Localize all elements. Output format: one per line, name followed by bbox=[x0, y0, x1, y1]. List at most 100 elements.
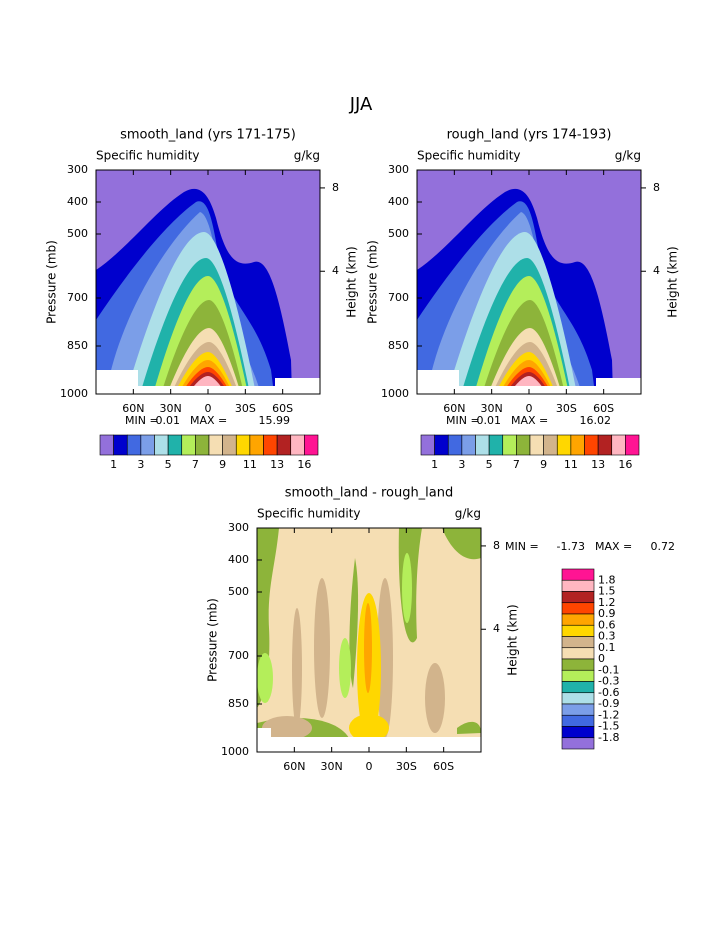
colorbar-box bbox=[222, 434, 237, 456]
y-tick-label: 400 bbox=[67, 195, 88, 208]
x-tick-label: 30N bbox=[160, 402, 182, 415]
colorbar-box bbox=[543, 434, 558, 456]
colorbar-box bbox=[304, 434, 319, 456]
x-tick-label: 60N bbox=[283, 760, 305, 773]
y-tick-label: 500 bbox=[67, 227, 88, 240]
x-tick-label: 60S bbox=[272, 402, 293, 415]
x-tick-label: 60N bbox=[122, 402, 144, 415]
colorbar-label: 1.8 bbox=[598, 573, 616, 586]
colorbar-box bbox=[561, 726, 595, 739]
colorbar-label: 5 bbox=[486, 458, 493, 471]
y-axis-label: Pressure (mb) bbox=[206, 598, 220, 682]
colorbar-box bbox=[99, 434, 114, 456]
colorbar-box bbox=[561, 613, 595, 626]
contour-field bbox=[417, 170, 641, 394]
colorbar-box bbox=[561, 647, 595, 660]
contour-fill bbox=[349, 558, 359, 688]
y2-tick-label: 8 bbox=[493, 539, 500, 552]
figure-title: JJA bbox=[349, 94, 373, 115]
colorbar-label: 7 bbox=[513, 458, 520, 471]
colorbar-label: 0.1 bbox=[598, 641, 616, 654]
y-tick-label: 1000 bbox=[381, 387, 409, 400]
panel-title: rough_land (yrs 174-193) bbox=[447, 128, 612, 143]
colorbar-label: 0.6 bbox=[598, 618, 616, 631]
missing-area bbox=[257, 737, 481, 752]
min-value: 0.01 bbox=[156, 414, 181, 427]
colorbar-label: 13 bbox=[591, 458, 605, 471]
colorbar-label: -0.3 bbox=[598, 675, 619, 688]
missing-area bbox=[417, 370, 459, 394]
colorbar-box bbox=[529, 434, 544, 456]
colorbar-label: 9 bbox=[219, 458, 226, 471]
y-tick-label: 500 bbox=[388, 227, 409, 240]
min-value: 0.01 bbox=[477, 414, 502, 427]
y-axis-label: Pressure (mb) bbox=[366, 240, 380, 324]
y-tick-label: 300 bbox=[228, 521, 249, 534]
contour-fill bbox=[262, 716, 312, 740]
colorbar-box bbox=[420, 434, 435, 456]
subtitle-right: g/kg bbox=[615, 149, 641, 163]
max-value: 0.72 bbox=[651, 540, 676, 553]
x-tick-label: 30S bbox=[235, 402, 256, 415]
max-value: 15.99 bbox=[259, 414, 291, 427]
panel-title: smooth_land (yrs 171-175) bbox=[120, 128, 296, 143]
y-tick-label: 500 bbox=[228, 585, 249, 598]
y2-axis-label: Height (km) bbox=[345, 246, 359, 317]
y2-tick-label: 8 bbox=[332, 181, 339, 194]
x-tick-label: 0 bbox=[526, 402, 533, 415]
min-value: -1.73 bbox=[557, 540, 585, 553]
colorbar-label: 16 bbox=[618, 458, 632, 471]
colorbar-label: -1.2 bbox=[598, 708, 619, 721]
colorbar-label: -0.6 bbox=[598, 686, 619, 699]
y2-tick-label: 4 bbox=[493, 622, 500, 635]
colorbar-box bbox=[561, 636, 595, 649]
colorbar-box bbox=[126, 434, 142, 456]
colorbar-box bbox=[561, 737, 595, 750]
missing-area bbox=[275, 378, 320, 394]
colorbar-box bbox=[561, 568, 595, 581]
colorbar-label: -0.1 bbox=[598, 663, 619, 676]
subtitle-left: Specific humidity bbox=[417, 149, 521, 163]
missing-area bbox=[257, 728, 271, 752]
contour-fill bbox=[442, 528, 481, 560]
x-tick-label: 30S bbox=[396, 760, 417, 773]
y2-axis-label: Height (km) bbox=[666, 246, 680, 317]
colorbar-label: 1 bbox=[110, 458, 117, 471]
colorbar-label: 3 bbox=[458, 458, 465, 471]
contour-fill bbox=[292, 608, 302, 728]
colorbar-label: 11 bbox=[564, 458, 578, 471]
colorbar-box bbox=[235, 434, 251, 456]
y-tick-label: 700 bbox=[67, 291, 88, 304]
y-tick-label: 300 bbox=[388, 163, 409, 176]
colorbar-box bbox=[154, 434, 169, 456]
contour-fill bbox=[377, 578, 393, 738]
colorbar-box bbox=[556, 434, 572, 456]
colorbar-label: 0.9 bbox=[598, 607, 616, 620]
y-tick-label: 400 bbox=[228, 553, 249, 566]
colorbar-box bbox=[195, 434, 210, 456]
colorbar-label: 5 bbox=[165, 458, 172, 471]
colorbar-box bbox=[561, 703, 595, 716]
subtitle-right: g/kg bbox=[455, 507, 481, 521]
colorbar-label: 9 bbox=[540, 458, 547, 471]
colorbar-label: -1.8 bbox=[598, 731, 619, 744]
y2-tick-label: 4 bbox=[653, 264, 660, 277]
max-value: 16.02 bbox=[580, 414, 612, 427]
y-tick-label: 700 bbox=[388, 291, 409, 304]
contour-fill bbox=[314, 578, 330, 718]
contour-fill bbox=[257, 653, 273, 703]
max-label: MAX = bbox=[511, 414, 548, 427]
min-label: MIN = bbox=[446, 414, 480, 427]
colorbar-label: 1.5 bbox=[598, 585, 616, 598]
x-tick-label: 30N bbox=[481, 402, 503, 415]
y-axis-label: Pressure (mb) bbox=[45, 240, 59, 324]
colorbar-box bbox=[475, 434, 490, 456]
contour-fill bbox=[457, 721, 481, 734]
y2-tick-label: 8 bbox=[653, 181, 660, 194]
y-tick-label: 850 bbox=[228, 697, 249, 710]
colorbar-box bbox=[561, 658, 595, 671]
max-label: MAX = bbox=[190, 414, 227, 427]
y-tick-label: 1000 bbox=[60, 387, 88, 400]
colorbar-box bbox=[561, 602, 595, 615]
